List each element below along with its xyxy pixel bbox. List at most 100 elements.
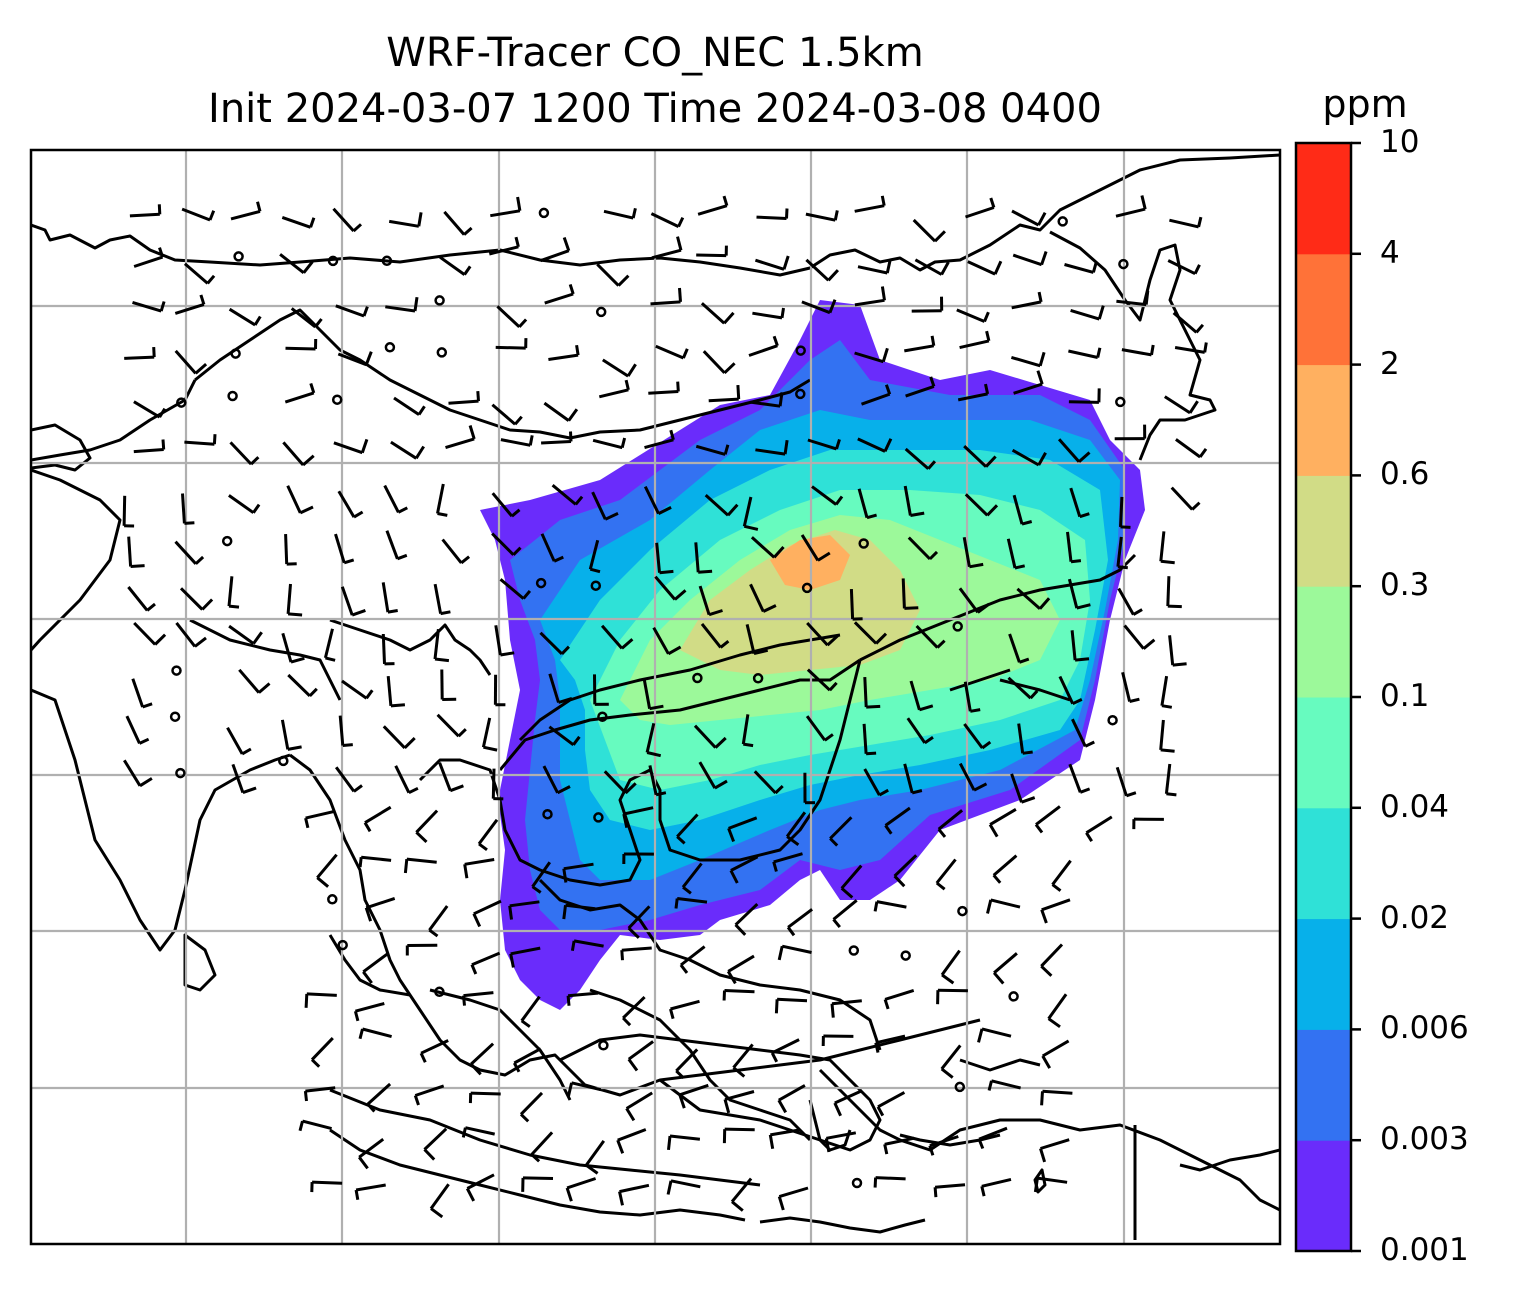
- colorbar-tick-label: 0.006: [1380, 1010, 1469, 1047]
- wind-barb: [977, 1027, 1012, 1043]
- wind-barb: [388, 212, 423, 228]
- wind-barb: [310, 1037, 334, 1068]
- wind-barb: [616, 1128, 647, 1154]
- wind-barb: [390, 440, 425, 460]
- wind-barb: [413, 1084, 445, 1106]
- calm-wind-marker: [176, 397, 187, 408]
- wind-barb: [696, 245, 728, 258]
- wind-barb: [491, 492, 521, 518]
- calm-wind-marker: [598, 1040, 609, 1051]
- calm-wind-marker: [327, 255, 339, 267]
- wind-barb: [591, 491, 619, 521]
- wind-barb: [1007, 676, 1039, 700]
- calm-wind-marker: [1107, 714, 1118, 726]
- wind-barb: [906, 717, 934, 745]
- wind-barb: [988, 808, 1017, 838]
- wind-barb: [708, 385, 741, 403]
- wind-barb: [1116, 536, 1128, 570]
- colorbar-segment: [1296, 586, 1351, 698]
- wind-barb: [750, 536, 785, 559]
- wind-barb: [382, 725, 416, 749]
- wind-barb: [752, 307, 785, 320]
- wind-barb: [521, 1176, 554, 1192]
- wind-barb: [928, 1135, 959, 1156]
- calm-wind-marker: [848, 945, 860, 956]
- wind-barb: [596, 263, 630, 287]
- wind-barb: [386, 675, 406, 708]
- wind-barb: [496, 305, 528, 328]
- wind-barb: [884, 806, 911, 835]
- wind-barb: [807, 438, 841, 451]
- wind-barb: [540, 533, 564, 563]
- wind-barb: [857, 437, 893, 453]
- wind-barb: [622, 996, 646, 1027]
- wind-barb: [907, 536, 939, 561]
- wind-barb: [470, 1042, 495, 1076]
- wind-barb: [1011, 209, 1047, 227]
- wind-barb: [588, 539, 601, 574]
- wind-barb: [530, 1131, 554, 1163]
- wind-barb: [304, 992, 337, 1008]
- wind-barb: [1041, 1039, 1070, 1069]
- wind-barb: [1010, 351, 1046, 368]
- wind-barb: [748, 335, 779, 357]
- wind-barb: [652, 626, 682, 656]
- calm-wind-marker: [331, 394, 343, 405]
- wind-barb: [1116, 290, 1150, 307]
- calm-wind-marker: [858, 538, 869, 549]
- wind-barb: [873, 900, 907, 912]
- calm-wind-marker: [169, 711, 181, 722]
- wind-barb: [774, 997, 808, 1014]
- colorbar-segment: [1296, 143, 1351, 255]
- wind-barb: [183, 262, 216, 285]
- colorbar-segment: [1296, 1140, 1351, 1252]
- calm-wind-marker: [434, 986, 445, 998]
- calm-wind-marker: [1118, 258, 1129, 270]
- wind-barb: [654, 575, 687, 601]
- wind-barb: [358, 1027, 392, 1040]
- wind-barb: [873, 1176, 906, 1188]
- calm-wind-marker: [384, 342, 396, 353]
- wind-barb: [512, 1047, 542, 1073]
- calm-wind-marker: [434, 295, 445, 306]
- colorbar-tick-label: 0.3: [1380, 567, 1430, 604]
- wind-barb: [915, 624, 946, 649]
- colorbar-tick-label: 0.6: [1380, 456, 1430, 493]
- wind-barb: [901, 578, 919, 610]
- wind-barb: [124, 347, 156, 360]
- wind-barb: [385, 530, 408, 561]
- wind-barb: [863, 768, 889, 797]
- wind-barb: [1168, 635, 1187, 667]
- wind-barb: [695, 444, 730, 456]
- calm-wind-marker: [593, 812, 604, 823]
- wind-barb: [905, 376, 936, 398]
- wind-barb: [184, 434, 217, 446]
- wind-barb: [958, 587, 990, 614]
- map-title-line1: WRF-Tracer CO_NEC 1.5km: [386, 30, 924, 76]
- wind-barb: [481, 717, 498, 752]
- wind-barb: [520, 995, 541, 1028]
- wind-barb: [441, 538, 471, 565]
- wind-barb: [700, 622, 730, 649]
- wind-barb: [959, 330, 991, 350]
- colorbar-segment: [1296, 697, 1351, 809]
- wind-barb: [1160, 675, 1173, 709]
- wind-barb: [433, 583, 451, 616]
- wind-barb: [698, 761, 728, 790]
- wind-barb: [470, 951, 501, 975]
- wind-barb: [1119, 496, 1131, 529]
- wind-barb: [854, 286, 886, 307]
- wind-barb: [385, 296, 419, 313]
- wind-barb: [541, 431, 573, 445]
- wind-barb: [785, 811, 807, 847]
- wind-barb: [462, 991, 494, 1006]
- wind-barb: [1115, 766, 1137, 798]
- wind-barb: [131, 678, 153, 709]
- wind-barb: [127, 536, 145, 568]
- wind-barb: [298, 1119, 332, 1132]
- wind-barb: [963, 681, 981, 713]
- wind-barb: [1040, 943, 1064, 977]
- wind-barb: [645, 722, 662, 758]
- wind-barb: [772, 852, 803, 872]
- wind-barb: [231, 763, 257, 795]
